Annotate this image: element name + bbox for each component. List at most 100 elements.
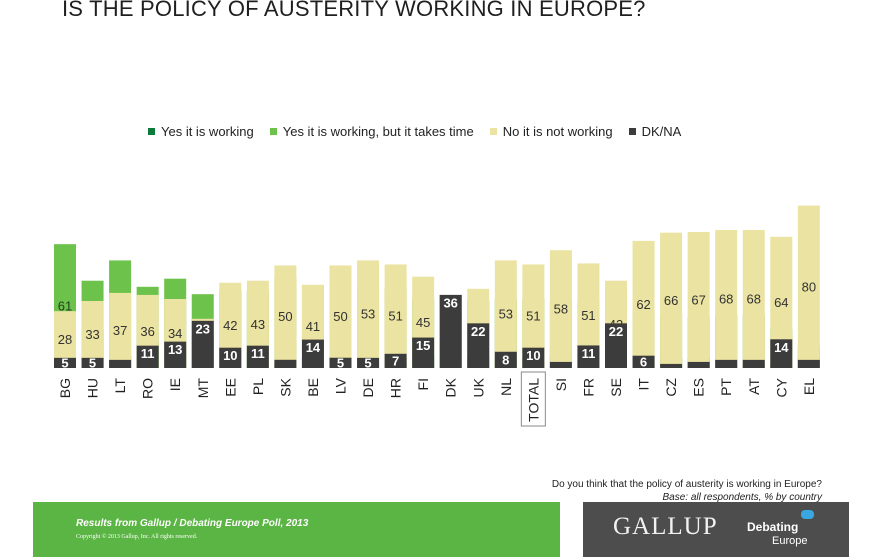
data-label-ie-dk: 13 <box>168 342 182 357</box>
legend-swatch-no <box>489 128 497 135</box>
x-tick-label-si: SI <box>553 378 569 391</box>
bar-mt-dk <box>191 320 214 368</box>
data-label-it-no: 62 <box>636 297 650 312</box>
total-highlight-box <box>520 371 546 427</box>
legend: Yes it is working Yes it is working, but… <box>148 124 697 139</box>
data-label-lv-dk: 5 <box>337 355 344 370</box>
data-label-hr-dk: 7 <box>392 353 399 368</box>
bar-lt-dk <box>109 359 132 368</box>
data-label-cz-no: 66 <box>664 293 678 308</box>
data-label-de-no: 53 <box>361 307 375 322</box>
x-tick-label-fr: FR <box>580 378 596 397</box>
bar-si-no <box>549 250 572 368</box>
legend-swatch-yes-time <box>269 128 277 135</box>
x-tick-label-pt: PT <box>718 378 734 396</box>
bar-ee-dk <box>219 347 242 368</box>
data-label-sk-no: 50 <box>278 309 292 324</box>
x-tick-label-mt: MT <box>195 378 211 399</box>
bar-hu-dk <box>81 357 104 368</box>
x-tick-label-ie: IE <box>167 378 183 391</box>
x-tick-label-be: BE <box>305 378 321 397</box>
data-label-nl-no: 53 <box>499 307 513 322</box>
data-label-it-dk: 6 <box>640 354 647 369</box>
bar-si-dk <box>549 361 572 368</box>
bar-uk-dk <box>467 323 490 368</box>
x-tick-label-pl: PL <box>250 378 266 395</box>
bar-cz-no <box>660 232 683 368</box>
legend-item-no: No it is not working <box>489 124 613 139</box>
data-label-dk-dk: 36 <box>443 295 457 310</box>
x-tick-label-it: IT <box>636 378 652 391</box>
bar-total-no <box>522 264 545 368</box>
x-tick-label-at: AT <box>746 378 762 395</box>
data-label-ee-no: 42 <box>223 318 237 333</box>
data-label-total-no: 51 <box>526 309 540 324</box>
bar-fi-dk <box>412 337 435 368</box>
gallup-logo: GALLUP <box>613 513 718 540</box>
bar-lt-no <box>109 292 132 368</box>
x-tick-label-se: SE <box>608 378 624 397</box>
data-label-cy-no: 64 <box>774 295 788 310</box>
bar-ie-dk <box>164 341 187 368</box>
x-tick-label-bg: BG <box>57 378 73 398</box>
bar-pl-dk <box>246 345 269 368</box>
data-label-hr-no: 51 <box>388 309 402 324</box>
data-label-lt-no: 37 <box>113 323 127 338</box>
bar-at-no <box>742 229 765 368</box>
data-label-es-no: 67 <box>691 292 705 307</box>
data-label-se-dk: 22 <box>609 324 623 339</box>
bar-de-dk <box>357 357 380 368</box>
bar-es-no <box>687 231 710 368</box>
base-text: Base: all respondents, % by country <box>662 492 822 503</box>
data-label-be-dk: 14 <box>306 340 321 355</box>
data-label-ee-dk: 10 <box>223 348 237 363</box>
bar-total-dk <box>522 347 545 368</box>
data-label-be-no: 41 <box>306 319 320 334</box>
data-label-bg-dk: 5 <box>61 355 68 370</box>
x-tick-label-sk: SK <box>277 377 293 396</box>
data-label-total-dk: 10 <box>526 348 540 363</box>
bar-lv-no <box>329 265 352 368</box>
bar-el-no <box>797 205 820 368</box>
stacked-bar-chart: 661285BG1943335HU65337LT13403611RO944341… <box>54 205 820 427</box>
bar-es-dk <box>687 361 710 368</box>
bar-nl-no <box>494 260 517 368</box>
bar-pt-dk <box>715 359 738 368</box>
data-label-bg-no: 28 <box>58 332 72 347</box>
bar-bg-no <box>54 311 76 368</box>
bar-be-dk <box>301 339 324 368</box>
data-label-pt-no: 68 <box>719 291 733 306</box>
footer-source: Results from Gallup / Debating Europe Po… <box>76 518 309 529</box>
debating-europe-logo-line1: Debating <box>747 520 799 534</box>
question-text: Do you think that the policy of austerit… <box>551 479 822 490</box>
bar-ro-dk <box>136 345 159 368</box>
chart-title: IS THE POLICY OF AUSTERITY WORKING IN EU… <box>62 0 646 21</box>
data-label-si-no: 58 <box>554 302 568 317</box>
x-tick-label-cy: CY <box>773 377 789 397</box>
bar-sk-dk <box>274 359 297 368</box>
x-tick-label-ro: RO <box>140 378 156 399</box>
legend-item-yes-time: Yes it is working, but it takes time <box>269 124 474 139</box>
bar-el-dk <box>797 359 820 368</box>
bar-it-dk <box>632 355 655 368</box>
bar-pt-no <box>715 229 738 368</box>
bar-cy-dk <box>770 339 793 368</box>
data-label-at-no: 68 <box>747 291 761 306</box>
bar-bg-dk <box>54 357 76 368</box>
debating-europe-logo-line2: Europe <box>772 535 808 547</box>
x-tick-label-nl: NL <box>498 378 514 396</box>
bar-hu-no <box>81 301 104 368</box>
data-label-bg-yes-time: 61 <box>58 299 72 314</box>
legend-swatch-yes <box>148 128 155 135</box>
data-label-de-dk: 5 <box>364 355 371 370</box>
data-label-pl-dk: 11 <box>251 346 265 361</box>
speech-bubble-icon <box>801 510 814 519</box>
bar-it-no <box>632 240 655 368</box>
legend-label-yes-time: Yes it is working, but it takes time <box>282 124 474 139</box>
bar-hr-no <box>384 264 407 368</box>
data-label-fi-no: 45 <box>416 315 430 330</box>
data-label-mt-dk: 23 <box>196 321 210 336</box>
bar-fr-dk <box>577 345 600 368</box>
legend-label-yes: Yes it is working <box>161 124 254 139</box>
question-note: Do you think that the policy of austerit… <box>552 478 822 504</box>
